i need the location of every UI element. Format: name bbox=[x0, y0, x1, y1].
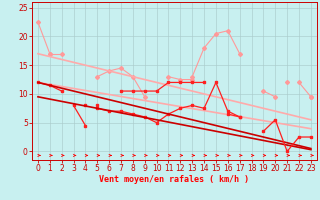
X-axis label: Vent moyen/en rafales ( km/h ): Vent moyen/en rafales ( km/h ) bbox=[100, 175, 249, 184]
